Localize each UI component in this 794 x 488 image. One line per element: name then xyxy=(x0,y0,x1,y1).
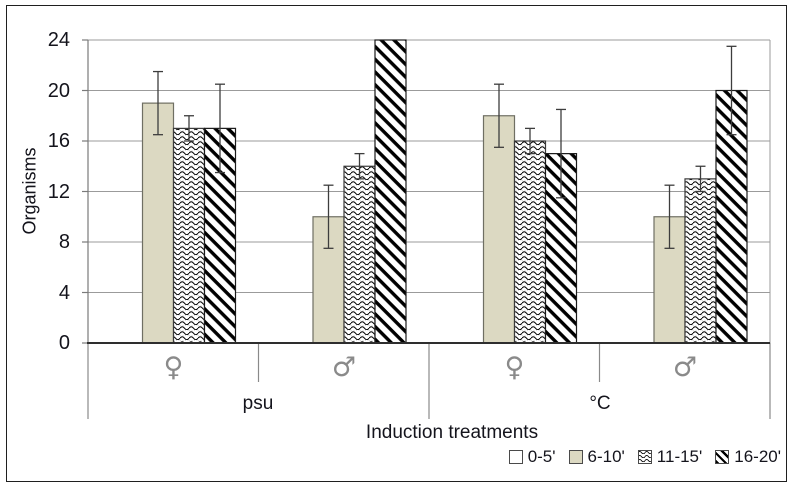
y-tick-label: 0 xyxy=(58,332,70,354)
y-axis-title: Organisms xyxy=(19,147,40,235)
category-label-female: ♀ xyxy=(163,352,184,383)
y-tick-label: 16 xyxy=(47,130,70,152)
legend-item-11-15: 11-15' xyxy=(637,447,703,467)
legend: 0-5' 6-10' 11-15' 16-20' xyxy=(508,447,781,467)
x-axis-title: Induction treatments xyxy=(365,422,539,443)
bar-wavy xyxy=(343,165,376,344)
bar-wavy xyxy=(513,140,547,344)
y-tick-label: 24 xyxy=(47,29,70,51)
y-tick-label: 20 xyxy=(47,79,70,102)
group-label-psu: psu xyxy=(242,393,274,414)
legend-swatch-wavy-icon xyxy=(637,450,652,464)
legend-swatch-tan-icon xyxy=(568,450,583,464)
category-label-male: ♂ xyxy=(331,352,357,383)
legend-label-0-5: 0-5' xyxy=(527,447,556,466)
bar-diagonal-lines xyxy=(374,39,407,344)
axes-layer xyxy=(82,39,771,419)
legend-swatch-diagonal-icon xyxy=(715,450,730,464)
legend-item-0-5: 0-5' xyxy=(508,447,556,467)
y-tick-label: 4 xyxy=(58,281,70,304)
bar-tan-solid xyxy=(141,102,175,344)
legend-label-11-15: 11-15' xyxy=(656,447,703,466)
y-tick-label: 8 xyxy=(58,231,70,253)
legend-item-16-20: 16-20' xyxy=(715,447,781,467)
legend-label-6-10: 6-10' xyxy=(587,447,625,466)
legend-label-16-20: 16-20' xyxy=(734,447,781,466)
legend-item-6-10: 6-10' xyxy=(568,447,625,467)
y-tick-label: 12 xyxy=(47,180,70,203)
bar-wavy xyxy=(172,127,206,344)
group-label-celsius: °C xyxy=(589,393,611,414)
legend-swatch-white-icon xyxy=(508,450,523,464)
category-label-female: ♀ xyxy=(504,352,525,383)
bar-tan-solid xyxy=(482,115,516,344)
category-label-male: ♂ xyxy=(672,352,698,383)
bar-wavy xyxy=(684,178,717,344)
error-bars-layer xyxy=(153,45,737,249)
figure-border xyxy=(6,5,787,482)
